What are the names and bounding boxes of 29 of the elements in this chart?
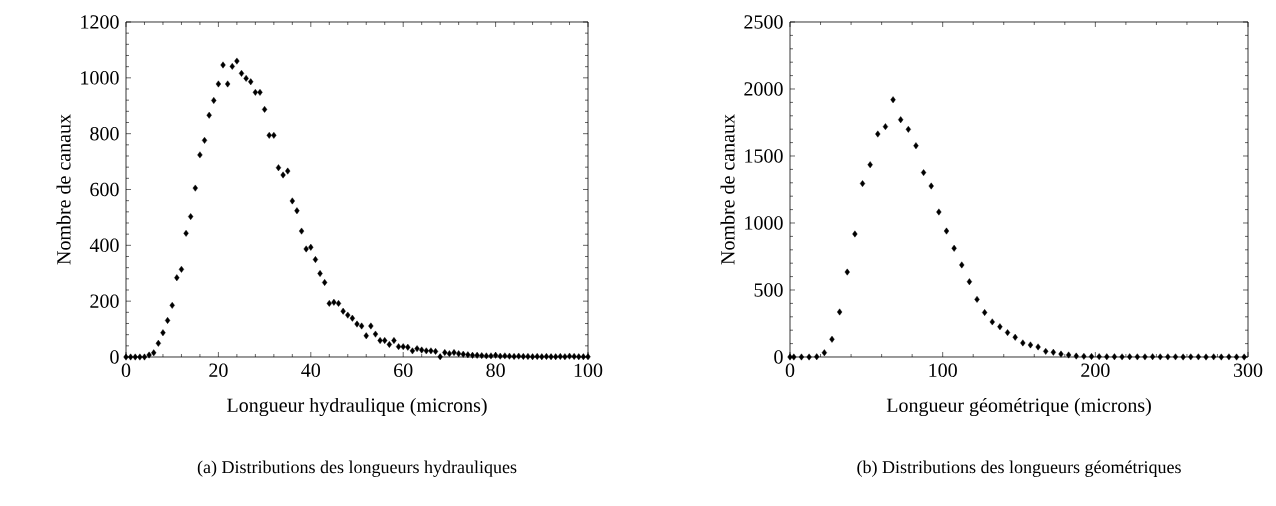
y-tick-label: 400 — [89, 238, 119, 253]
x-tick-label: 40 — [301, 363, 321, 378]
x-tick-label: 20 — [209, 363, 228, 378]
y-tick-label: 2500 — [744, 15, 783, 29]
y-axis-title: Nombre de canaux — [56, 114, 71, 265]
x-tick-label: 80 — [486, 363, 505, 378]
y-tick-label: 2000 — [744, 82, 783, 96]
y-tick-label: 0 — [110, 350, 119, 364]
x-tick-label: 0 — [785, 363, 795, 378]
x-tick-label: 300 — [1233, 363, 1263, 378]
y-tick-label: 200 — [90, 294, 119, 308]
y-tick-label: 0 — [774, 350, 783, 364]
y-tick-label: 1500 — [745, 149, 783, 163]
y-tick-label: 1000 — [745, 216, 783, 230]
x-tick-label: 100 — [929, 363, 957, 378]
x-tick-label: 100 — [574, 363, 603, 378]
y-tick-label: 800 — [90, 126, 119, 141]
x-tick-label: 200 — [1081, 363, 1110, 378]
text: (b) Distributions des longueurs géométriques — [857, 460, 1181, 477]
x-tick-label: 60 — [394, 363, 413, 378]
y-tick-label: 1000 — [81, 71, 119, 85]
x-tick-label: 0 — [121, 363, 131, 378]
x-axis-title: Longueur hydraulique (microns) — [227, 397, 487, 417]
y-tick-label: 500 — [754, 283, 783, 297]
y-tick-label: 1200 — [81, 15, 119, 29]
y-tick-label: 600 — [90, 182, 119, 197]
text: (a) Distributions des longueurs hydrauliques — [197, 460, 517, 477]
y-axis-title: Nombre de canaux — [720, 114, 735, 265]
x-axis-title: Longueur géométrique (microns) — [886, 397, 1151, 417]
